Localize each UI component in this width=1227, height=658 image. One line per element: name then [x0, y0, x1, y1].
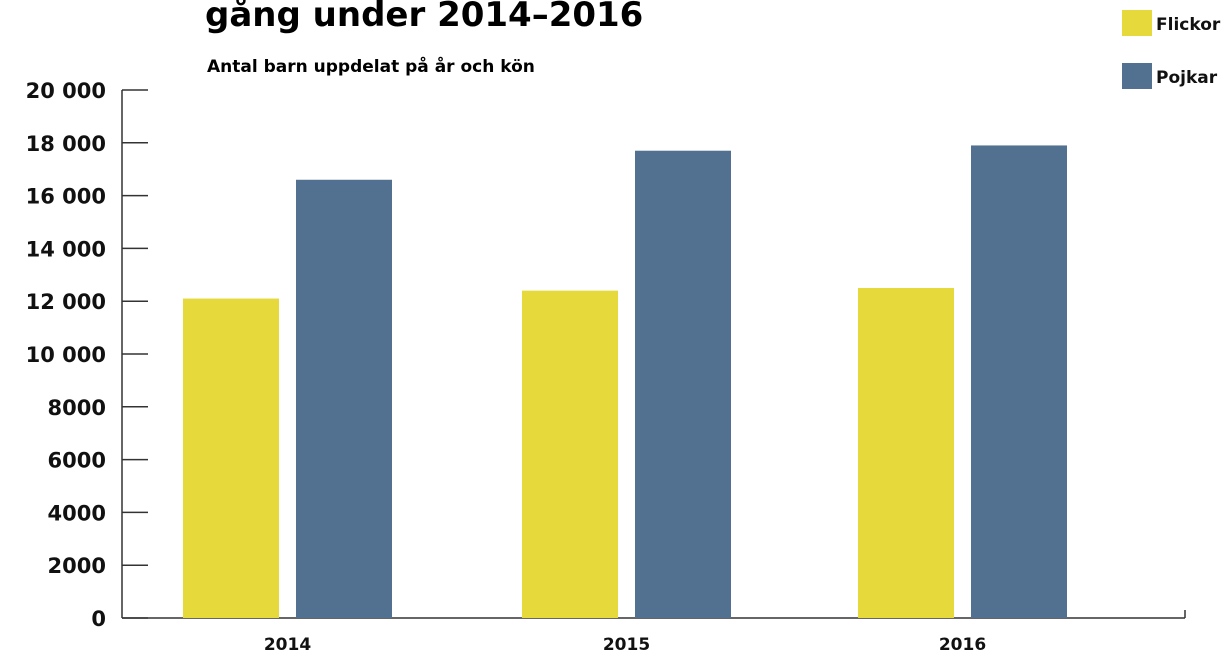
bar-pojkar-2015	[635, 150, 731, 618]
y-tick-label: 18 000	[26, 132, 106, 156]
bar-flickor-2014	[183, 298, 279, 618]
y-tick-label: 10 000	[26, 343, 106, 367]
y-tick-label: 2000	[48, 554, 106, 578]
legend: Flickor Pojkar	[1122, 10, 1221, 89]
bar-pojkar-2014	[296, 179, 392, 618]
chart-subtitle: Antal barn uppdelat på år och kön	[207, 55, 535, 77]
bars	[183, 145, 1067, 618]
x-tick-label: 2014	[264, 635, 311, 655]
bar-flickor-2016	[858, 288, 954, 618]
y-tick-label: 12 000	[26, 290, 106, 314]
legend-label-flickor: Flickor	[1156, 15, 1221, 35]
y-tick-label: 4000	[48, 501, 106, 525]
y-tick-label: 0	[91, 607, 106, 631]
axes: 0 2000 4000 6000 8000 10 000 12 000 14 000 16 00…	[26, 79, 1186, 631]
y-tick-label: 20 000	[26, 79, 106, 103]
x-tick-label: 2015	[603, 635, 650, 655]
legend-label-pojkar: Pojkar	[1156, 68, 1218, 88]
category-labels: 2014 2015 2016	[264, 635, 986, 655]
y-tick-label: 14 000	[26, 237, 106, 261]
legend-swatch-flickor	[1122, 10, 1152, 36]
bar-pojkar-2016	[971, 145, 1067, 618]
y-tick-label: 6000	[48, 449, 106, 473]
y-tick-label: 16 000	[26, 185, 106, 209]
legend-swatch-pojkar	[1122, 63, 1152, 89]
y-tick-label: 8000	[48, 396, 106, 420]
x-tick-label: 2016	[939, 635, 986, 655]
chart-title: gång under 2014–2016	[205, 0, 643, 35]
bar-flickor-2015	[522, 290, 618, 618]
